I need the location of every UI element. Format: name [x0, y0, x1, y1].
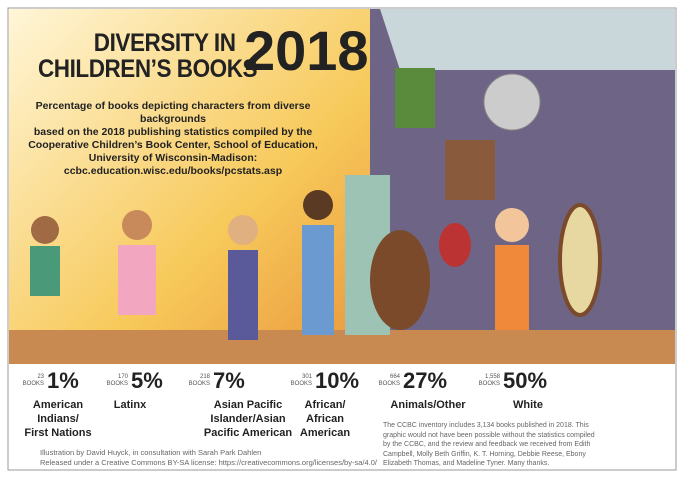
credit-line: Illustration by David Huyck, in consulta… [40, 448, 262, 457]
unit: BOOKS [290, 381, 312, 387]
stat: 218 BOOKS 7% [188, 368, 245, 394]
credit-line: Released under a Creative Commons BY-SA … [40, 458, 377, 467]
count: 170 [117, 374, 128, 380]
title-line: DIVERSITY IN [93, 29, 236, 57]
stat-label: Animals/Other [378, 398, 478, 412]
stat: 1,558 BOOKS 50% [478, 368, 547, 394]
unit: BOOKS [478, 381, 500, 387]
description: Percentage of books depicting characters… [18, 100, 328, 178]
label-line: First Nations [24, 427, 92, 439]
book-count: 1,558 BOOKS [478, 374, 500, 388]
skylight [380, 9, 675, 70]
book-count: 170 BOOKS [106, 374, 128, 388]
description-line: Cooperative Children’s Book Center, Scho… [28, 139, 318, 151]
label-line: Asian Pacific [213, 399, 283, 411]
title-line: CHILDREN’S BOOKS [38, 55, 258, 83]
footnote-line: Campbell, Molly Beth Griffin, K. T. Horn… [383, 450, 586, 458]
year: 2018 [244, 19, 369, 82]
stat-label: American Indians/First Nations [18, 398, 98, 440]
label-line: African/ [304, 399, 346, 411]
percent: 10% [315, 368, 360, 393]
frame-picture [445, 140, 495, 200]
unit: BOOKS [378, 381, 400, 387]
description-line: Percentage of books depicting characters… [35, 100, 311, 125]
unit: BOOKS [106, 381, 128, 387]
footnote-line: graphic would not have been possible wit… [383, 431, 595, 439]
label-line: Islander/Asian [210, 413, 286, 425]
label-line: Pacific American [203, 427, 293, 439]
description-line: based on the 2018 publishing statistics … [33, 126, 313, 138]
children [30, 190, 529, 340]
footnote: The CCBC inventory includes 3,134 books … [383, 421, 595, 469]
label-line: American [299, 427, 351, 439]
label-line: American [32, 399, 84, 411]
stat: 664 BOOKS 27% [378, 368, 447, 394]
percent: 50% [503, 368, 548, 393]
credit: Illustration by David Huyck, in consulta… [40, 448, 377, 468]
stat-label: Asian Pacific Islander/Asian Pacific Ameri… [198, 398, 298, 440]
disco-ball [483, 73, 541, 131]
book-count: 664 BOOKS [378, 374, 400, 388]
label-line: White [513, 399, 543, 411]
book-count: 218 BOOKS [188, 374, 210, 388]
mirror [558, 203, 602, 317]
description-line: University of Wisconsin-Madison: [88, 152, 258, 164]
book-count: 301 BOOKS [290, 374, 312, 388]
stat-label: Latinx [100, 398, 160, 412]
count: 664 [389, 374, 400, 380]
label-line: African [306, 413, 344, 425]
percent: 27% [403, 368, 448, 393]
footnote-line: by the CCBC, and the review and feedback… [383, 441, 591, 448]
frame [7, 7, 677, 471]
description-line: ccbc.education.wisc.edu/books/pcstats.as… [63, 165, 283, 177]
count: 218 [199, 374, 210, 380]
percent: 5% [131, 368, 163, 393]
percent: 1% [47, 368, 79, 393]
stat: 170 BOOKS 5% [106, 368, 163, 394]
book-count: 23 BOOKS [22, 374, 44, 388]
stat: 23 BOOKS 1% [22, 368, 79, 394]
frame-picture [395, 68, 435, 128]
mirror [439, 223, 471, 267]
count: 301 [301, 374, 312, 380]
footnote-line: Elizabeth Thomas, and Madeline Tyner. Ma… [383, 460, 550, 467]
percent: 7% [213, 368, 245, 393]
count: 1,558 [484, 374, 500, 380]
label-line: Indians/ [37, 413, 79, 425]
unit: BOOKS [188, 381, 210, 387]
floor [9, 330, 675, 364]
title: DIVERSITY IN CHILDREN’S BOOKS [38, 29, 258, 83]
stat-label: White [478, 398, 578, 412]
count: 23 [37, 374, 44, 380]
footnote-line: The CCBC inventory includes 3,134 books … [383, 422, 589, 429]
label-line: Animals/Other [390, 399, 466, 411]
stat-label: African/African American [290, 398, 360, 440]
label-line: Latinx [113, 399, 147, 411]
stat: 301 BOOKS 10% [290, 368, 359, 394]
unit: BOOKS [22, 381, 44, 387]
